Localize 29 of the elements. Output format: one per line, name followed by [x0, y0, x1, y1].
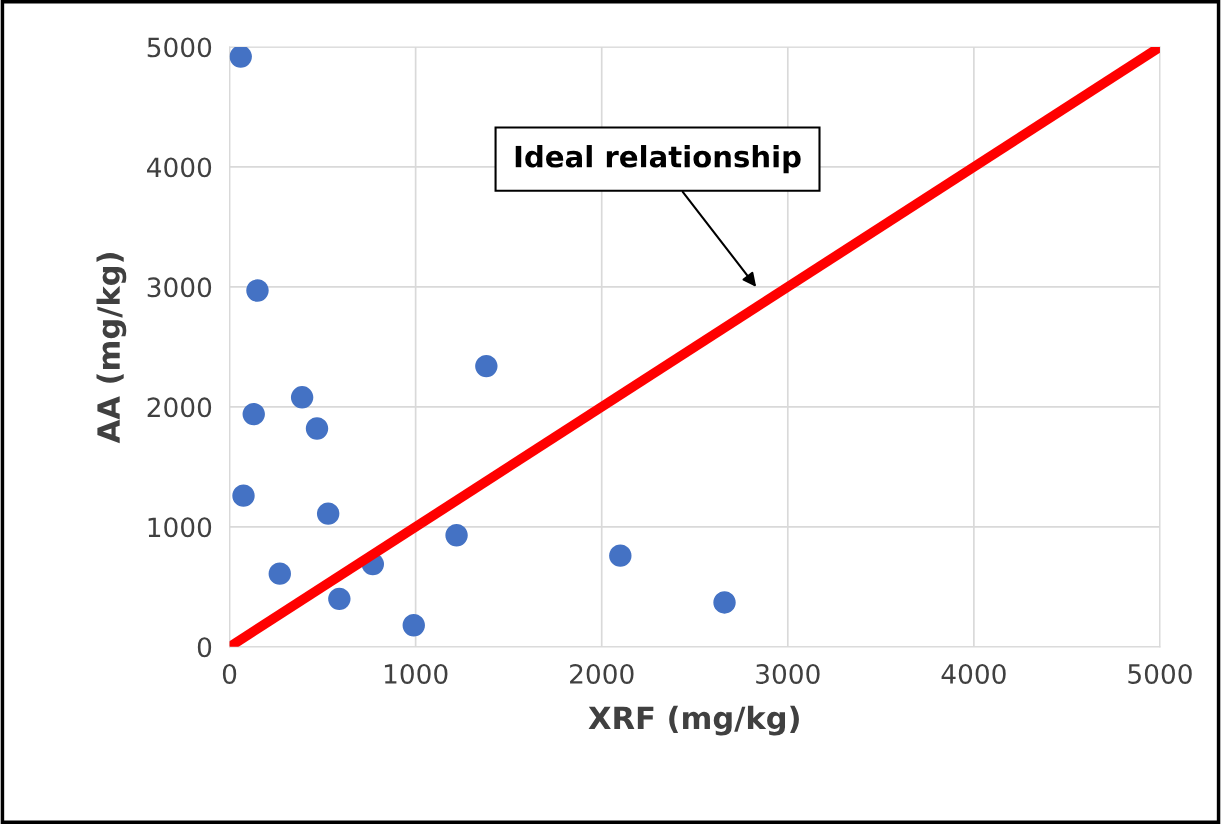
point [475, 354, 498, 378]
point [609, 544, 632, 567]
point [713, 591, 736, 614]
y-tick-label: 5000 [147, 37, 212, 58]
point [402, 614, 425, 637]
point [229, 46, 252, 68]
y-tick-label: 3000 [147, 277, 212, 298]
point [268, 562, 291, 585]
point [445, 524, 468, 547]
point [246, 279, 269, 302]
y-tick-label: 0 [197, 637, 212, 658]
point [305, 417, 329, 440]
point [290, 386, 314, 409]
y-axis-title: AA (mg/kg) [96, 253, 127, 444]
y-tick-label: 1000 [148, 517, 212, 538]
point [316, 502, 340, 525]
point [232, 484, 255, 507]
x-axis-title: XRF (mg/kg) [588, 705, 799, 736]
x-tick-label: 2000 [570, 663, 634, 684]
x-tick-label: 4000 [941, 663, 1006, 684]
x-tick-label: 5000 [1128, 663, 1192, 684]
y-tick-label: 4000 [147, 157, 212, 178]
x-tick-label: 1000 [384, 663, 448, 684]
annotation: Ideal relationship [515, 145, 801, 174]
y-tick-label: 2000 [147, 397, 212, 418]
point [328, 587, 351, 611]
point [242, 402, 265, 426]
x-tick-label: 0 [222, 663, 237, 684]
x-tick-label: 3000 [756, 663, 820, 684]
